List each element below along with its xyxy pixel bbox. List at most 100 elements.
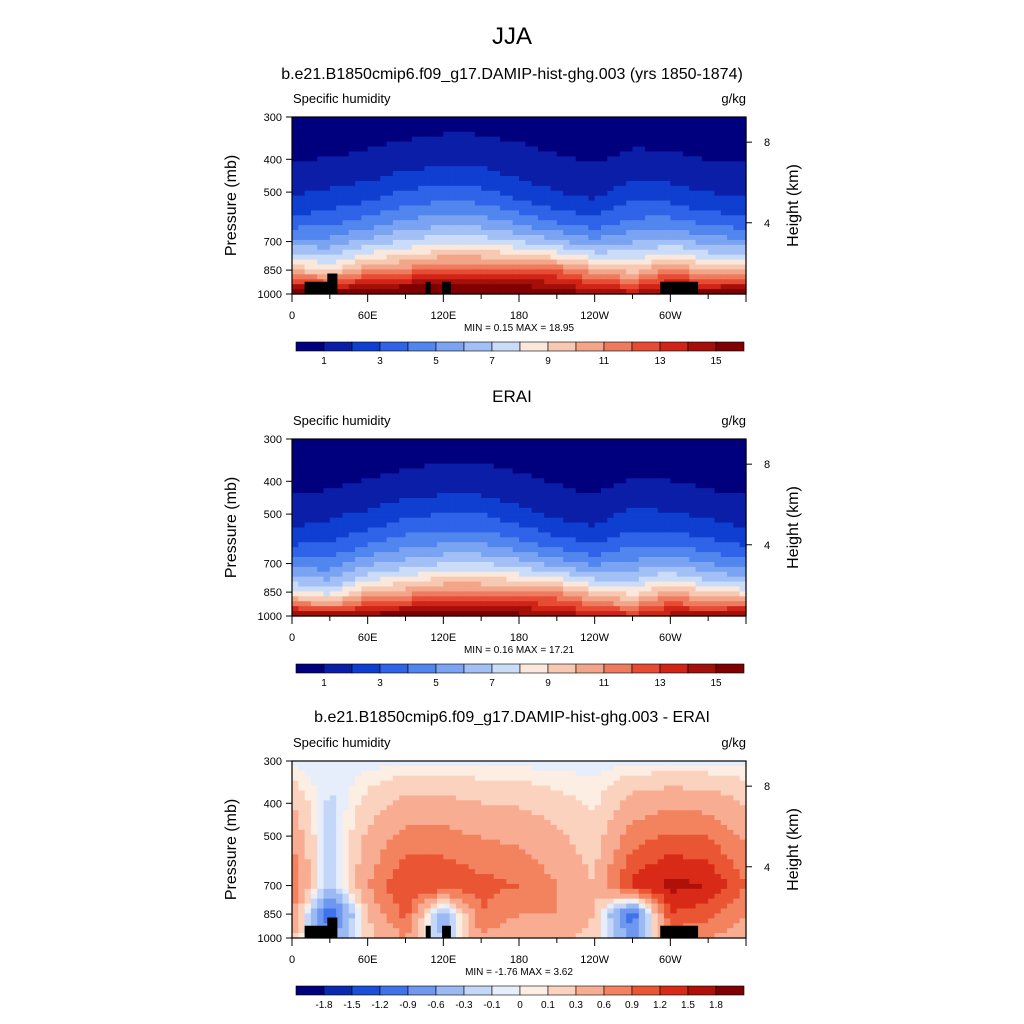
heatmap-cell bbox=[670, 552, 678, 558]
heatmap-cell bbox=[292, 200, 299, 207]
heatmap-cell bbox=[298, 166, 306, 172]
heatmap-cell bbox=[493, 230, 501, 236]
heatmap-cell bbox=[317, 190, 325, 197]
heatmap-cell bbox=[550, 493, 558, 499]
heatmap-cell bbox=[304, 537, 312, 543]
heatmap-cell bbox=[424, 146, 432, 153]
heatmap-cell bbox=[348, 156, 356, 162]
heatmap-cell bbox=[619, 453, 627, 460]
heatmap-cell bbox=[531, 244, 539, 251]
heatmap-cell bbox=[500, 576, 507, 583]
heatmap-cell bbox=[342, 527, 350, 534]
units-label: g/kg bbox=[721, 413, 746, 428]
heatmap-cell bbox=[361, 254, 369, 261]
heatmap-cell bbox=[481, 586, 489, 593]
heatmap-cell bbox=[329, 244, 337, 251]
heatmap-cell bbox=[638, 571, 646, 578]
heatmap-cell bbox=[588, 180, 596, 187]
heatmap-cell bbox=[733, 458, 741, 465]
heatmap-cell bbox=[437, 439, 444, 445]
heatmap-cell bbox=[317, 507, 325, 514]
heatmap-cell bbox=[405, 156, 413, 162]
heatmap-cell bbox=[689, 502, 697, 509]
heatmap-cell bbox=[708, 176, 716, 182]
heatmap-cell bbox=[430, 439, 438, 445]
heatmap-cell bbox=[449, 235, 457, 241]
heatmap-cell bbox=[348, 225, 356, 231]
heatmap-cell bbox=[474, 448, 482, 455]
heatmap-cell bbox=[405, 239, 413, 246]
heatmap-cell bbox=[329, 117, 337, 123]
variable-label: Specific humidity bbox=[293, 413, 391, 428]
heatmap-cell bbox=[632, 180, 640, 187]
heatmap-cell bbox=[474, 230, 482, 236]
heatmap-cell bbox=[714, 537, 722, 543]
heatmap-cell bbox=[493, 171, 501, 177]
heatmap-cell bbox=[323, 507, 331, 514]
heatmap-cell bbox=[493, 561, 501, 568]
heatmap-cell bbox=[575, 463, 583, 470]
heatmap-cell bbox=[645, 279, 653, 285]
heatmap-cell bbox=[424, 483, 432, 489]
heatmap-cell bbox=[531, 225, 539, 231]
heatmap-cell bbox=[386, 439, 394, 445]
heatmap-cell bbox=[506, 517, 514, 524]
heatmap-cell bbox=[367, 254, 375, 261]
heatmap-cell bbox=[664, 552, 671, 558]
heatmap-cell bbox=[487, 537, 495, 543]
heatmap-cell bbox=[462, 537, 470, 543]
heatmap-cell bbox=[720, 507, 728, 514]
heatmap-cell bbox=[367, 512, 375, 519]
heatmap-cell bbox=[645, 532, 653, 538]
heatmap-cell bbox=[506, 571, 514, 578]
heatmap-cell bbox=[607, 254, 615, 261]
heatmap-cell bbox=[348, 284, 356, 290]
heatmap-cell bbox=[651, 478, 659, 484]
heatmap-cell bbox=[392, 190, 400, 197]
heatmap-cell bbox=[323, 235, 331, 241]
heatmap-cell bbox=[525, 537, 533, 543]
heatmap-cell bbox=[714, 235, 722, 241]
heatmap-cell bbox=[437, 483, 444, 489]
heatmap-cell bbox=[676, 249, 684, 256]
heatmap-cell bbox=[569, 195, 577, 202]
heatmap-cell bbox=[424, 259, 432, 266]
heatmap-cell bbox=[701, 259, 709, 266]
heatmap-cell bbox=[670, 269, 678, 275]
heatmap-cell bbox=[399, 591, 407, 597]
heatmap-cell bbox=[670, 463, 678, 470]
heatmap-cell bbox=[355, 166, 362, 172]
heatmap-cell bbox=[638, 453, 646, 460]
heatmap-cell bbox=[733, 517, 741, 524]
heatmap-cell bbox=[607, 284, 615, 290]
heatmap-cell bbox=[373, 289, 381, 295]
heatmap-cell bbox=[645, 586, 653, 593]
heatmap-cell bbox=[689, 566, 697, 573]
heatmap-cell bbox=[664, 121, 671, 128]
heatmap-cell bbox=[443, 586, 451, 593]
heatmap-cell bbox=[310, 259, 318, 266]
heatmap-cell bbox=[386, 215, 394, 221]
heatmap-cell bbox=[525, 230, 533, 236]
heatmap-cell bbox=[600, 180, 608, 187]
heatmap-cell bbox=[462, 161, 470, 167]
heatmap-cell bbox=[626, 557, 634, 563]
heatmap-cell bbox=[462, 586, 470, 593]
heatmap-cell bbox=[462, 507, 470, 514]
heatmap-cell bbox=[386, 547, 394, 553]
heatmap-cell bbox=[298, 117, 306, 123]
heatmap-cell bbox=[632, 254, 640, 261]
heatmap-cell bbox=[569, 136, 577, 143]
heatmap-cell bbox=[556, 176, 564, 182]
heatmap-cell bbox=[462, 205, 470, 212]
heatmap-cell bbox=[443, 220, 451, 226]
heatmap-cell bbox=[714, 176, 722, 182]
heatmap-cell bbox=[682, 488, 690, 494]
heatmap-cell bbox=[645, 453, 653, 460]
heatmap-cell bbox=[487, 151, 495, 157]
heatmap-cell bbox=[373, 200, 381, 207]
heatmap-cell bbox=[424, 171, 432, 177]
heatmap-cell bbox=[323, 180, 331, 187]
heatmap-cell bbox=[512, 279, 520, 285]
heatmap-cell bbox=[720, 443, 728, 450]
